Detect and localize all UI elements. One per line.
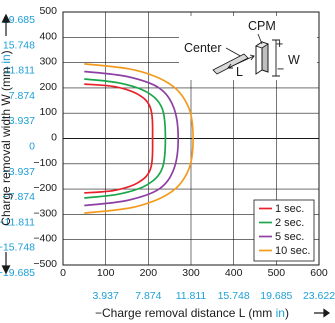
series-line-1 (84, 83, 154, 194)
y-tick-label-in: −15.748 (0, 242, 35, 254)
series-line-4 (84, 63, 194, 214)
inset-background (179, 16, 317, 80)
inset-device-label: CPM (248, 19, 276, 33)
y-tick-label: −400 (33, 233, 57, 245)
x-axis-title-unit-in: in (276, 306, 285, 320)
legend-label-1: 1 sec. (275, 203, 304, 215)
x-tick-label: 200 (140, 267, 158, 279)
x-tick-label: 600 (310, 267, 328, 279)
x-axis-title: −Charge removal distance L (mm in) (95, 306, 289, 320)
x-axis-title-group: −Charge removal distance L (mm in) (95, 306, 331, 320)
inset-w-bracket-icon (272, 39, 280, 77)
inset-plus-label: + (276, 37, 283, 51)
y-tick-label-in: 0 (29, 141, 35, 153)
y-axis-arrow-down-icon (1, 252, 11, 275)
y-tick-label: −200 (33, 182, 57, 194)
y-tick-label: −100 (33, 157, 57, 169)
y-tick-label-in: 7.874 (9, 90, 35, 102)
y-tick-label: −300 (33, 207, 57, 219)
x-tick-label-in: 19.685 (260, 290, 292, 302)
x-tick-label-in: 7.874 (135, 290, 161, 302)
y-axis-title-prefix: Charge removal width W (mm (0, 64, 13, 226)
inset-w-label: W (288, 53, 300, 67)
x-tick-label-in: 23.622 (303, 290, 335, 302)
y-tick-label: 500 (39, 5, 57, 17)
inset-cpm-device-top (255, 41, 269, 49)
legend-items: 1 sec. 2 sec. 5 sec. 10 sec. (259, 203, 310, 257)
y-tick-label-in: −19.685 (0, 267, 35, 279)
inset-device-leader (257, 33, 263, 45)
series-line-2 (84, 78, 167, 199)
legend-label-4: 10 sec. (275, 245, 310, 257)
y-tick-label-in: 19.685 (3, 14, 35, 26)
y-axis-title-unit-in: in (0, 54, 13, 63)
x-tick-label-in: 3.937 (93, 290, 119, 302)
legend-label-2: 2 sec. (275, 217, 304, 229)
y-tick-label-in: 15.748 (3, 39, 35, 51)
inset-diagram: Center CPM W L + − (179, 16, 317, 80)
x-tick-label-in: 11.811 (176, 290, 207, 302)
inset-center-label: Center (184, 41, 222, 55)
x-axis-dash: − (95, 306, 102, 320)
y-tick-label: −500 (33, 258, 57, 270)
y-tick-label: 300 (39, 56, 57, 68)
inset-l-label: L (236, 65, 243, 79)
y-axis-title: Charge removal width W (mm in) (0, 50, 13, 225)
legend-label-3: 5 sec. (275, 231, 304, 243)
x-tick-label: 400 (225, 267, 243, 279)
y-tick-label-in: −3.937 (3, 166, 36, 178)
x-tick-label: 100 (97, 267, 115, 279)
y-tick-label-in: −11.811 (0, 216, 35, 228)
y-axis-title-suffix: ) (0, 50, 13, 54)
y-tick-label: 200 (39, 81, 57, 93)
x-tick-labels: 0 100 200 300 400 500 600 3.937 7.874 11.811 15.74… (60, 267, 335, 302)
y-tick-label-in: 3.937 (9, 115, 35, 127)
y-tick-labels: 500 400 300 200 100 0 −100 −200 −300 −400 −500 19.6… (0, 5, 57, 279)
x-tick-label: 300 (182, 267, 200, 279)
x-axis-title-prefix: Charge removal distance L (mm (102, 306, 276, 320)
inset-minus-label: − (277, 62, 284, 76)
y-axis-title-group: Charge removal width W (mm in) (0, 13, 13, 275)
y-tick-label: 100 (39, 106, 57, 118)
x-tick-label-in: 15.748 (218, 290, 250, 302)
y-tick-label-in: 11.811 (4, 65, 35, 77)
y-tick-label: 400 (39, 30, 57, 42)
x-tick-label: 0 (60, 267, 66, 279)
x-axis-title-suffix: ) (285, 306, 289, 320)
series-curves (84, 63, 194, 214)
x-axis-arrow-icon (314, 308, 331, 318)
legend: 1 sec. 2 sec. 5 sec. 10 sec. (253, 199, 315, 262)
y-tick-label-in: −7.874 (3, 191, 36, 203)
inset-l-arrow-icon (227, 54, 255, 69)
y-tick-label: 0 (51, 132, 57, 144)
y-axis-arrow-up-icon (1, 13, 11, 36)
series-line-3 (84, 70, 180, 207)
x-tick-label: 500 (268, 267, 286, 279)
